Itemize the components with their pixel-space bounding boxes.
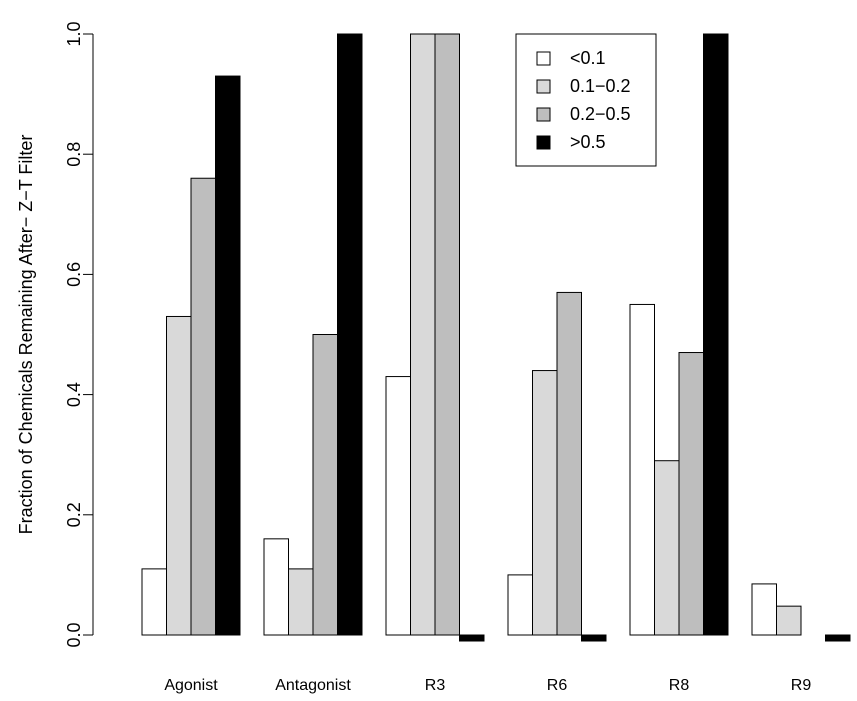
bar-r3-series-4 bbox=[459, 634, 485, 642]
bar-r3-series-3 bbox=[434, 33, 460, 636]
bar-antagonist-series-4 bbox=[337, 33, 363, 636]
bar-r9-series-1 bbox=[751, 583, 777, 636]
x-category-label: R3 bbox=[425, 677, 446, 694]
y-axis: 0.0 0.2 0.4 0.6 0.8 1.0 bbox=[64, 21, 94, 648]
y-tick-label: 0.0 bbox=[64, 622, 84, 647]
bar-r3-series-2 bbox=[410, 33, 436, 636]
bar-r6-series-4 bbox=[581, 634, 607, 642]
legend-label: 0.2−0.5 bbox=[570, 104, 631, 124]
bar-r9-series-2 bbox=[776, 605, 802, 636]
x-category-label: Antagonist bbox=[275, 677, 351, 694]
y-tick-label: 0.2 bbox=[64, 502, 84, 527]
bar-antagonist-series-2 bbox=[288, 568, 314, 636]
x-category-label: R9 bbox=[791, 677, 812, 694]
legend: <0.1 0.1−0.2 0.2−0.5 >0.5 bbox=[515, 33, 657, 167]
y-axis-label: Fraction of Chemicals Remaining After− Z… bbox=[16, 135, 36, 535]
legend-label: >0.5 bbox=[570, 132, 606, 152]
y-tick-label: 0.6 bbox=[64, 262, 84, 287]
bar-antagonist-series-1 bbox=[263, 538, 289, 636]
bar-agonist-series-3 bbox=[190, 177, 216, 636]
x-category-label: R8 bbox=[669, 677, 690, 694]
y-tick-label: 0.4 bbox=[64, 382, 84, 407]
x-category-label: R6 bbox=[547, 677, 568, 694]
plot-area bbox=[141, 33, 851, 642]
bar-r9-series-4 bbox=[825, 634, 851, 642]
bar-r6-series-3 bbox=[556, 291, 582, 636]
bar-agonist-series-2 bbox=[166, 315, 192, 636]
bar-r8-series-1 bbox=[629, 303, 655, 636]
bar-r8-series-2 bbox=[654, 460, 680, 636]
legend-swatch bbox=[536, 79, 551, 94]
bar-r6-series-2 bbox=[532, 370, 558, 636]
bar-r8-series-4 bbox=[703, 33, 729, 636]
legend-swatch bbox=[536, 135, 551, 150]
x-category-label: Agonist bbox=[164, 677, 218, 694]
legend-swatch bbox=[536, 51, 551, 66]
bar-r8-series-3 bbox=[678, 352, 704, 636]
bar-antagonist-series-3 bbox=[312, 334, 338, 636]
bar-agonist-series-4 bbox=[215, 75, 241, 636]
x-axis-labels: Agonist Antagonist R3 R6 R8 R9 bbox=[164, 677, 811, 694]
bar-r6-series-1 bbox=[507, 574, 533, 636]
y-tick-label: 0.8 bbox=[64, 142, 84, 167]
legend-label: 0.1−0.2 bbox=[570, 76, 631, 96]
legend-swatch bbox=[536, 107, 551, 122]
legend-label: <0.1 bbox=[570, 48, 606, 68]
bar-agonist-series-1 bbox=[141, 568, 167, 636]
bar-r3-series-1 bbox=[385, 376, 411, 636]
y-tick-label: 1.0 bbox=[64, 21, 84, 46]
